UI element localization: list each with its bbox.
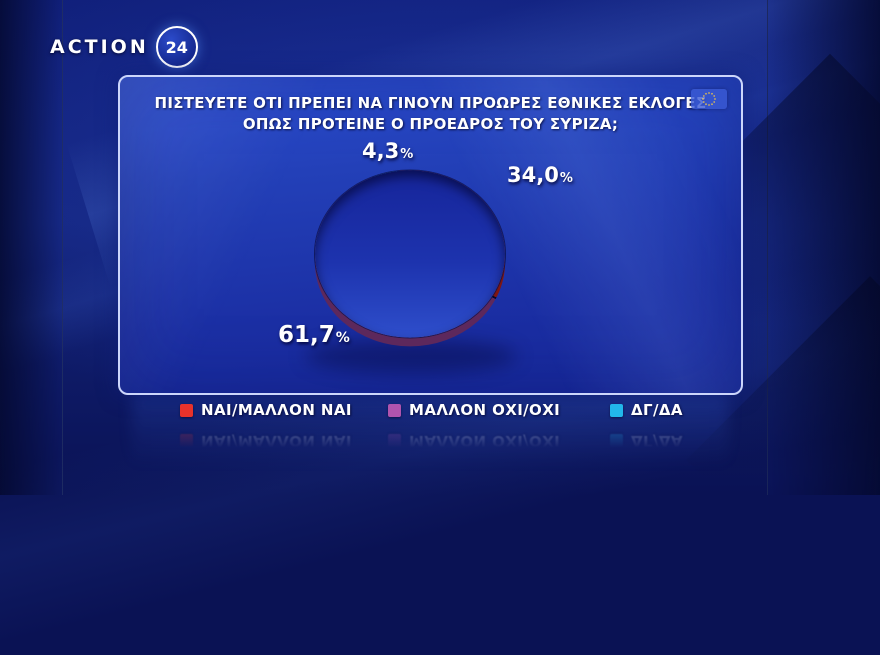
channel-number-badge: 24 [155, 26, 198, 68]
poll-question-line2: ΟΠΩΣ ΠΡΟΤΕΙΝΕ Ο ΠΡΟΕΔΡΟΣ ΤΟΥ ΣΥΡΙΖΑ; [242, 115, 619, 133]
legend-item-dk-da: ΔΓ/ΔΑ [610, 401, 683, 419]
legend-reflection: ΝΑΙ/ΜΑΛΛΟΝ ΝΑΙ ΜΑΛΛΟΝ ΟΧΙ/ΟΧΙ ΔΓ/ΔΑ [118, 428, 739, 450]
channel-name: ACTION [50, 36, 149, 58]
legend-swatch-reflection [610, 434, 623, 448]
legend-swatch-no [388, 403, 401, 417]
donut-hole [315, 170, 505, 338]
legend-swatch-reflection [180, 434, 193, 448]
poll-question: ΠΙΣΤΕΥΕΤΕ ΟΤΙ ΠΡΕΠΕΙ ΝΑ ΓΙΝΟΥΝ ΠΡΟΩΡΕΣ Ε… [120, 93, 741, 135]
legend-item-no: ΜΑΛΛΟΝ ΟΧΙ/ΟΧΙ [388, 401, 560, 419]
chart-legend: ΝΑΙ/ΜΑΛΛΟΝ ΝΑΙ ΜΑΛΛΟΝ ΟΧΙ/ΟΧΙ ΔΓ/ΔΑ [118, 401, 739, 423]
legend-label: ΔΓ/ΔΑ [631, 401, 683, 419]
donut-chart [315, 170, 505, 347]
poll-question-line1: ΠΙΣΤΕΥΕΤΕ ΟΤΙ ΠΡΕΠΕΙ ΝΑ ΓΙΝΟΥΝ ΠΡΟΩΡΕΣ Ε… [154, 94, 707, 112]
channel-logo: ACTION 24 [50, 26, 198, 68]
legend-reflection-item: ΜΑΛΛΟΝ ΟΧΙ/ΟΧΙ [388, 432, 560, 450]
legend-label: ΝΑΙ/ΜΑΛΛΟΝ ΝΑΙ [201, 401, 352, 419]
slice-label-yes: 34,0% [507, 163, 573, 187]
legend-label: ΜΑΛΛΟΝ ΟΧΙ/ΟΧΙ [409, 401, 561, 419]
legend-swatch-dk-da [610, 403, 623, 417]
legend-item-yes: ΝΑΙ/ΜΑΛΛΟΝ ΝΑΙ [180, 401, 352, 419]
legend-swatch-reflection [388, 434, 401, 448]
side-band-left [0, 0, 63, 495]
legend-reflection-item: ΝΑΙ/ΜΑΛΛΟΝ ΝΑΙ [180, 432, 352, 450]
legend-reflection-item: ΔΓ/ΔΑ [610, 432, 683, 450]
legend-swatch-yes [180, 403, 193, 417]
eu-flag-icon [691, 89, 727, 109]
slice-label-no: 61,7% [278, 322, 350, 348]
slice-label-dk-da: 4,3% [362, 139, 414, 163]
poll-panel: ΠΙΣΤΕΥΕΤΕ ΟΤΙ ΠΡΕΠΕΙ ΝΑ ΓΙΝΟΥΝ ΠΡΟΩΡΕΣ Ε… [118, 75, 743, 395]
panel-reflection-glow [132, 392, 728, 484]
